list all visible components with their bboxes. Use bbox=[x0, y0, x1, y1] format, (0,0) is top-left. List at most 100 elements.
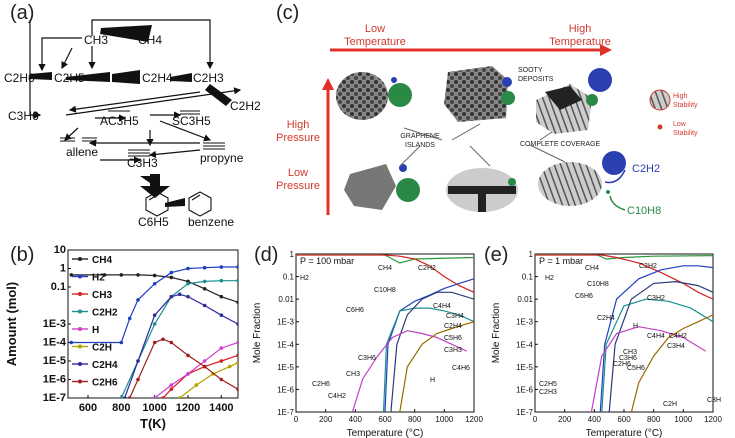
chart-title: P = 100 mbar bbox=[300, 256, 354, 266]
data-point-h2 bbox=[219, 265, 224, 269]
y-tick-label: 1E-6 bbox=[277, 385, 294, 394]
data-point-h2 bbox=[169, 270, 174, 275]
y-axis-label: Mole Fraction bbox=[491, 303, 502, 364]
species-label: C4H4 bbox=[647, 333, 665, 340]
x-tick-label: 1000 bbox=[674, 415, 692, 424]
y-axis-label: Amount (mol) bbox=[4, 282, 19, 366]
data-point-h bbox=[186, 372, 190, 376]
species-label: C3H4 bbox=[667, 343, 685, 350]
series-line-ch4 bbox=[535, 254, 713, 300]
data-point-h2 bbox=[136, 298, 140, 302]
species-ch4: CH4 bbox=[138, 33, 162, 47]
chart-b: 10 1 0.1 1E-3 1E-4 1E-5 1E-6 1E-7 600 800 1000 1200… bbox=[4, 244, 239, 431]
chart-d: 1 0.1 0.01 1E-3 1E-4 1E-5 1E-6 1E-70 200 400 600 80… bbox=[252, 250, 483, 438]
data-point-c2h bbox=[227, 364, 232, 369]
series-line-ch3 bbox=[162, 354, 238, 398]
x-tick-label: 1400 bbox=[209, 402, 233, 414]
species-ch3: CH3 bbox=[84, 33, 108, 47]
x-tick-label: 800 bbox=[408, 415, 422, 424]
legend-label: C2H2 bbox=[92, 308, 118, 319]
low-stability-icon bbox=[657, 124, 663, 130]
data-point-ch3 bbox=[219, 359, 224, 363]
data-point-c2h6 bbox=[136, 377, 140, 382]
species-label: C2H bbox=[663, 401, 677, 408]
y-tick-label: 1 bbox=[529, 250, 534, 259]
y-tick-label: 1E-5 bbox=[43, 355, 66, 367]
data-point-h2 bbox=[69, 340, 74, 345]
x-axis-label: T(K) bbox=[140, 416, 166, 431]
x-tick-label: 400 bbox=[588, 415, 602, 424]
y-tick-label: 1E-5 bbox=[277, 363, 294, 372]
species-c6h5: C6H5 bbox=[138, 215, 169, 228]
y-tick-label: 1E-4 bbox=[277, 340, 294, 349]
data-point-c2h bbox=[177, 396, 182, 398]
legend-label: CH3 bbox=[92, 290, 112, 301]
data-point-c2h4 bbox=[169, 294, 174, 299]
c10h8-label: C10H8 bbox=[627, 205, 661, 217]
data-point-ch4 bbox=[152, 273, 157, 278]
legend-marker bbox=[78, 327, 82, 331]
species-label: H2 bbox=[300, 275, 309, 282]
high-temperature-label: High Temperature bbox=[549, 23, 611, 48]
data-point-c2h bbox=[236, 360, 238, 365]
species-c2h5: C2H5 bbox=[54, 71, 85, 85]
legend-marker bbox=[78, 362, 82, 366]
species-label: H bbox=[633, 323, 638, 330]
data-point-c2h6 bbox=[169, 340, 174, 345]
species-label: C3H bbox=[707, 397, 721, 404]
species-allene: allene bbox=[66, 145, 98, 159]
data-point-c2h4 bbox=[186, 294, 190, 299]
low-stability-label: Low Stability bbox=[673, 121, 698, 137]
y-tick-label: 1E-5 bbox=[516, 363, 533, 372]
y-tick-label: 0.01 bbox=[517, 295, 533, 304]
data-point-ch4 bbox=[169, 275, 174, 280]
x-tick-label: 400 bbox=[349, 415, 363, 424]
data-point-ch4 bbox=[136, 273, 140, 277]
species-c2h2: C2H2 bbox=[230, 99, 261, 113]
species-c2h3: C2H3 bbox=[193, 71, 224, 85]
species-benzene: benzene bbox=[188, 215, 234, 228]
species-ac3h5: AC3H5 bbox=[100, 114, 139, 128]
high-pressure-label: High Pressure bbox=[276, 119, 320, 144]
data-point-h2 bbox=[202, 265, 207, 270]
y-tick-label: 1E-6 bbox=[43, 374, 66, 386]
species-label: C2H6 bbox=[613, 361, 631, 368]
y-tick-label: 1E-6 bbox=[516, 385, 533, 394]
data-point-c2h4 bbox=[219, 313, 224, 317]
species-label: CH4 bbox=[585, 265, 599, 272]
species-label: C6H6 bbox=[575, 293, 593, 300]
series-line-c2h4 bbox=[124, 293, 238, 398]
y-tick-label: 1E-7 bbox=[516, 408, 533, 417]
growth-schematic: Low Temperature High Temperature High Press… bbox=[276, 23, 698, 217]
data-point-c2h2 bbox=[119, 396, 124, 398]
legend-marker bbox=[78, 309, 82, 314]
data-point-c2h2 bbox=[236, 278, 238, 283]
x-tick-label: 1200 bbox=[465, 415, 483, 424]
x-tick-label: 0 bbox=[294, 415, 299, 424]
data-point-ch4 bbox=[102, 273, 107, 277]
data-point-h2 bbox=[127, 316, 132, 321]
species-label: C2H2 bbox=[418, 265, 436, 272]
data-point-c2h4 bbox=[122, 396, 127, 398]
species-label: C2H4 bbox=[597, 315, 615, 322]
x-tick-label: 200 bbox=[319, 415, 333, 424]
panel-label-e: (e) bbox=[484, 244, 509, 266]
species-label: H bbox=[430, 377, 435, 384]
data-point-h2 bbox=[119, 340, 124, 345]
species-label: H2 bbox=[545, 275, 554, 282]
series-line-c3h6 bbox=[351, 330, 467, 412]
panel-label-a: (a) bbox=[10, 2, 35, 24]
data-point-h bbox=[219, 346, 224, 350]
data-point-c2h4 bbox=[177, 292, 182, 297]
y-tick-label: 1 bbox=[290, 250, 295, 259]
reaction-network-diagram: CH3 CH4 C2H6 C2H5 C2H4 C2H3 C3H6 AC3H5 S… bbox=[4, 19, 261, 228]
species-label: C2H6 bbox=[312, 381, 330, 388]
series-line-c6h6 bbox=[601, 298, 713, 412]
data-point-h bbox=[152, 396, 157, 398]
data-point-h bbox=[169, 383, 174, 387]
x-tick-label: 600 bbox=[378, 415, 392, 424]
y-tick-label: 1E-3 bbox=[277, 318, 294, 327]
y-tick-label: 1E-7 bbox=[43, 392, 66, 404]
island-highp-lowt bbox=[336, 72, 388, 120]
panel-label-d: (d) bbox=[254, 244, 279, 266]
